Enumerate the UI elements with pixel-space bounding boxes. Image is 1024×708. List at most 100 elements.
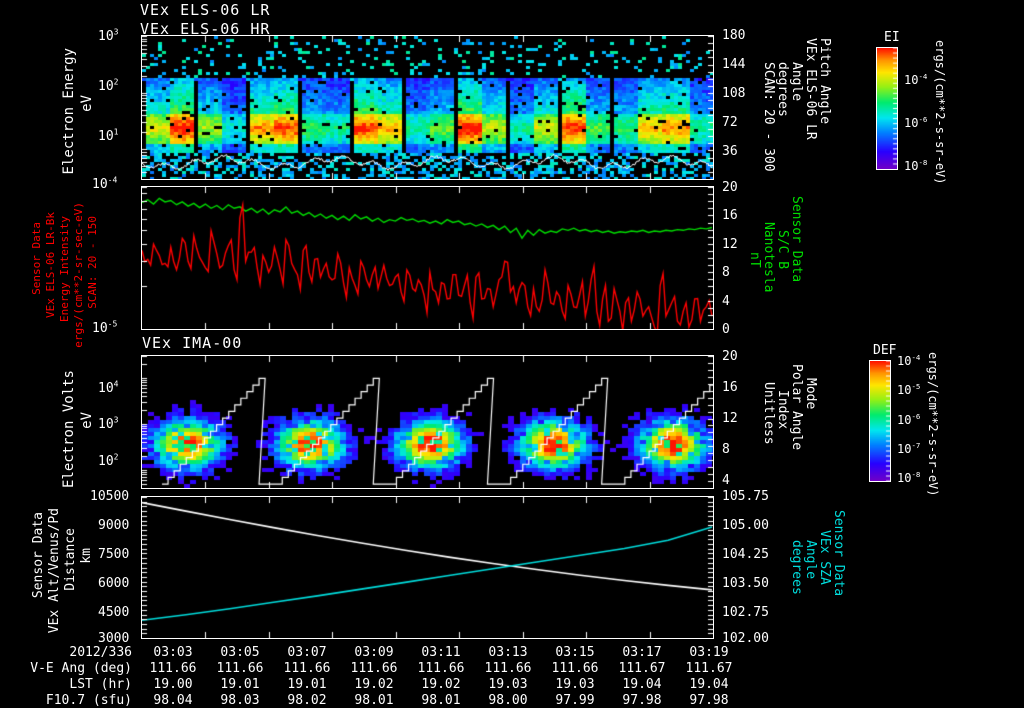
table-cell-r2-c1: 19.01 bbox=[220, 677, 260, 692]
panel4-ytick-0: 10500 bbox=[90, 489, 130, 504]
panel1-ytick-2: 101 bbox=[98, 127, 119, 144]
panel3-ytick-right-0: 20 bbox=[722, 349, 738, 364]
table-cell-r3-c3: 98.01 bbox=[354, 693, 394, 708]
colorbar2 bbox=[869, 360, 891, 482]
table-cell-r1-c2: 111.66 bbox=[283, 661, 331, 676]
table-cell-r1-c3: 111.66 bbox=[350, 661, 398, 676]
panel1-right-label-angle: Angle bbox=[789, 62, 804, 102]
table-cell-r1-c0: 111.66 bbox=[149, 661, 197, 676]
table-cell-r2-c3: 19.02 bbox=[354, 677, 394, 692]
table-cell-r2-c0: 19.00 bbox=[153, 677, 193, 692]
panel2-ytick-right-0: 20 bbox=[722, 180, 738, 195]
colorbar2-units: ergs/(cm**2-s-sr-eV) bbox=[926, 352, 940, 497]
panel4-ytick-right-4: 102.75 bbox=[722, 605, 769, 620]
colorbar1-units: ergs/(cm**2-s-sr-eV) bbox=[933, 40, 947, 185]
panel4-right-label-angle: Angle bbox=[803, 540, 818, 580]
table-cell-r3-c2: 98.02 bbox=[287, 693, 327, 708]
panel3-right-label-mode: Mode bbox=[803, 378, 818, 410]
panel1-y-axis-units: eV bbox=[79, 95, 95, 112]
table-cell-r0-c4: 03:11 bbox=[421, 645, 461, 660]
panel1-ytick-right-0: 180 bbox=[722, 28, 746, 43]
table-cell-r2-c2: 19.01 bbox=[287, 677, 327, 692]
table-cell-r1-c1: 111.66 bbox=[216, 661, 264, 676]
panel3-ytick-right-3: 8 bbox=[722, 442, 730, 457]
panel4-ytick-2: 7500 bbox=[98, 547, 130, 562]
panel3-plot-area bbox=[141, 355, 714, 489]
panel1-right-label-scan: SCAN: 20 - 300 bbox=[761, 62, 776, 172]
panel2-green-label-nt: nT bbox=[747, 252, 762, 268]
table-cell-r0-c5: 03:13 bbox=[488, 645, 528, 660]
panel2-green-label-sensor-data: Sensor Data bbox=[789, 196, 804, 283]
table-cell-r2-c7: 19.04 bbox=[622, 677, 662, 692]
panel1-title-hr: VEx ELS-06 HR bbox=[140, 20, 271, 38]
panel1-title-lr: VEx ELS-06 LR bbox=[140, 1, 271, 19]
table-cell-r0-c6: 03:15 bbox=[555, 645, 595, 660]
panel2-red-label-sensor-data: Sensor Data bbox=[30, 222, 43, 295]
table-cell-r0-c8: 03:19 bbox=[689, 645, 729, 660]
panel4-ytick-right-3: 103.50 bbox=[722, 576, 769, 591]
panel3-y-axis-units: eV bbox=[79, 412, 95, 429]
panel4-right-label-sensor-data: Sensor Data bbox=[831, 510, 846, 597]
panel1-right-label-degrees: degrees bbox=[775, 62, 790, 117]
panel2-ytick-right-1: 16 bbox=[722, 208, 738, 223]
colorbar1 bbox=[876, 47, 898, 170]
panel2-red-label-scan: SCAN: 20 - 150 bbox=[86, 216, 99, 309]
panel2-plot-area bbox=[141, 186, 714, 330]
table-cell-r2-c8: 19.04 bbox=[689, 677, 729, 692]
table-cell-r1-c7: 111.67 bbox=[618, 661, 666, 676]
panel4-ytick-1: 9000 bbox=[98, 518, 130, 533]
panel1-ytick-right-1: 144 bbox=[722, 57, 746, 72]
panel4-ytick-5: 3000 bbox=[98, 631, 130, 646]
panel4-left-label-sensor-data: Sensor Data bbox=[31, 512, 46, 599]
table-cell-r2-c5: 19.03 bbox=[488, 677, 528, 692]
colorbar1-tick-0: 10-4 bbox=[904, 72, 928, 87]
table-row-label-0: 2012/336 bbox=[69, 645, 132, 660]
panel4-left-label-distance: Distance bbox=[63, 528, 78, 591]
panel1-ytick-0: 103 bbox=[98, 27, 119, 44]
panel3-ytick-right-4: 4 bbox=[722, 473, 730, 488]
table-row-label-2: LST (hr) bbox=[69, 677, 132, 692]
table-row-label-3: F10.7 (sfu) bbox=[45, 693, 132, 708]
table-cell-r3-c0: 98.04 bbox=[153, 693, 193, 708]
colorbar2-title: DEF bbox=[873, 343, 897, 358]
panel2-red-label-quantity: Energy Intensity bbox=[58, 216, 71, 322]
panel1-right-label-pitch-angle: Pitch Angle bbox=[817, 38, 832, 125]
panel1-y-axis-label: Electron Energy bbox=[61, 48, 77, 175]
panel4-left-label-alt: VEx Alt/Venus/Pd bbox=[47, 508, 62, 634]
table-cell-r3-c6: 97.99 bbox=[555, 693, 595, 708]
panel4-left-label-km: km bbox=[79, 548, 94, 564]
panel2-red-label-units: ergs/(cm**2-sr-sec-eV) bbox=[72, 202, 85, 348]
table-cell-r1-c4: 111.66 bbox=[417, 661, 465, 676]
panel3-right-label-polar-angle: Polar Angle bbox=[789, 364, 804, 451]
table-cell-r2-c6: 19.03 bbox=[555, 677, 595, 692]
panel4-right-label-sza: VEx SZA bbox=[817, 530, 832, 585]
table-row-label-1: V-E Ang (deg) bbox=[30, 661, 132, 676]
table-cell-r0-c0: 03:03 bbox=[153, 645, 193, 660]
panel4-ytick-right-5: 102.00 bbox=[722, 631, 769, 646]
table-cell-r0-c3: 03:09 bbox=[354, 645, 394, 660]
panel2-red-label-instrument: VEx ELS-06 LR-Bk bbox=[44, 212, 57, 318]
panel2-ytick-1: 10-5 bbox=[92, 319, 118, 336]
table-cell-r0-c2: 03:07 bbox=[287, 645, 327, 660]
table-cell-r3-c5: 98.00 bbox=[488, 693, 528, 708]
colorbar2-tick-0: 10-4 bbox=[897, 353, 921, 368]
colorbar2-tick-3: 10-7 bbox=[897, 441, 921, 456]
panel2-ytick-right-5: 0 bbox=[722, 322, 730, 337]
panel3-title: VEx IMA-00 bbox=[142, 334, 243, 352]
table-cell-r0-c1: 03:05 bbox=[220, 645, 260, 660]
panel1-right-label-instrument: VEx ELS-06 LR bbox=[803, 38, 818, 140]
panel3-ytick-2: 102 bbox=[98, 452, 119, 469]
panel2-ytick-right-3: 8 bbox=[722, 265, 730, 280]
table-cell-r1-c5: 111.66 bbox=[484, 661, 532, 676]
panel3-ytick-right-1: 16 bbox=[722, 380, 738, 395]
panel1-ytick-right-2: 108 bbox=[722, 86, 746, 101]
table-cell-r3-c1: 98.03 bbox=[220, 693, 260, 708]
panel4-right-label-degrees: degrees bbox=[789, 540, 804, 595]
panel3-ytick-1: 103 bbox=[98, 415, 119, 432]
panel1-ytick-right-4: 36 bbox=[722, 144, 738, 159]
table-cell-r3-c8: 97.98 bbox=[689, 693, 729, 708]
panel4-plot-area bbox=[141, 496, 714, 639]
table-cell-r3-c4: 98.01 bbox=[421, 693, 461, 708]
panel4-ytick-4: 4500 bbox=[98, 605, 130, 620]
panel3-y-axis-label: Electron Volts bbox=[61, 370, 77, 489]
